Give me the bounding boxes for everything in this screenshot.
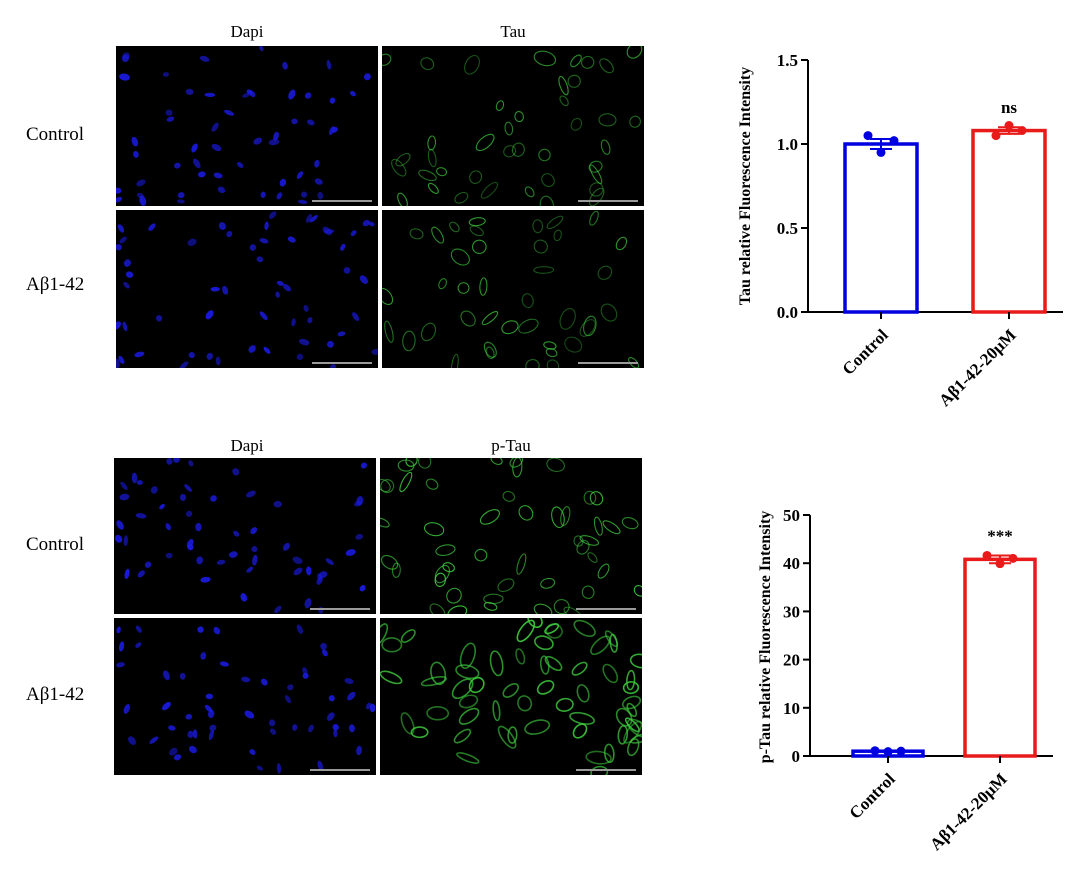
significance-label: ns — [1001, 98, 1017, 117]
x-tick-label: Aβ1-42-20μM — [926, 769, 1011, 854]
p-tau-intensity-chart: 0 10 20 30 40 50 p-Tau relative Fluorescence I… — [757, 506, 1053, 854]
y-tick-label: 1.0 — [777, 135, 798, 154]
micrograph-tau-abeta — [382, 210, 644, 368]
y-axis-label: Tau relative Fluorescence Intensity — [737, 67, 754, 305]
significance-label: *** — [987, 526, 1013, 545]
data-point — [889, 136, 899, 146]
micrograph-dapi-abeta-1 — [116, 210, 378, 368]
data-point — [991, 131, 1001, 141]
scale-bar — [578, 200, 638, 202]
data-point — [982, 550, 992, 560]
data-point — [1017, 126, 1027, 136]
scale-bar — [312, 200, 372, 202]
data-point — [870, 746, 880, 756]
y-tick-label: 40 — [783, 554, 800, 573]
column-label-dapi-2: Dapi — [230, 436, 264, 455]
data-point — [863, 131, 873, 141]
scale-bar — [576, 769, 636, 771]
y-tick-label: 30 — [783, 602, 800, 621]
column-label-dapi-1: Dapi — [230, 22, 264, 41]
data-point — [1008, 553, 1018, 563]
row-label-control-1: Control — [26, 124, 85, 145]
y-axis-label: p-Tau relative Fluorescence Intensity — [757, 511, 774, 764]
data-point — [883, 747, 893, 757]
micrograph-tau-control — [382, 46, 644, 206]
x-tick-label: Control — [839, 325, 892, 378]
data-point — [896, 746, 906, 756]
scale-bar — [312, 362, 372, 364]
y-tick-label: 20 — [783, 651, 800, 670]
data-point — [876, 147, 886, 157]
scale-bar — [578, 362, 638, 364]
micrograph-dapi-abeta-2 — [114, 618, 376, 775]
x-tick-label: Aβ1-42-20μM — [935, 325, 1020, 410]
y-tick-label: 50 — [783, 506, 800, 525]
bar-1 — [963, 557, 1037, 758]
row-label-control-2: Control — [26, 534, 85, 555]
column-label-p-tau: p-Tau — [491, 436, 531, 455]
row-label-abeta-2: Aβ1-42 — [26, 684, 85, 705]
scale-bar — [310, 608, 370, 610]
data-point — [1004, 121, 1014, 131]
micrograph-dapi-control-2 — [114, 458, 376, 614]
micrograph-dapi-control-1 — [116, 46, 378, 206]
micrograph-p-tau-abeta — [380, 618, 642, 775]
tau-intensity-chart: 0.0 0.5 1.0 1.5 Tau relative Fluorescence In… — [737, 51, 1063, 410]
scale-bar — [310, 769, 370, 771]
scale-bar — [576, 608, 636, 610]
x-tick-label: Control — [846, 769, 899, 822]
y-tick-label: 10 — [783, 699, 800, 718]
y-tick-label: 1.5 — [777, 51, 798, 70]
micrograph-p-tau-control — [380, 458, 642, 614]
y-tick-label: 0 — [792, 747, 801, 766]
bar-0 — [843, 142, 919, 314]
y-tick-label: 0.5 — [777, 219, 798, 238]
column-label-tau: Tau — [500, 22, 526, 41]
data-point — [995, 559, 1005, 569]
y-tick-label: 0.0 — [777, 303, 798, 322]
row-label-abeta-1: Aβ1-42 — [26, 274, 85, 295]
bar-1 — [971, 128, 1047, 314]
